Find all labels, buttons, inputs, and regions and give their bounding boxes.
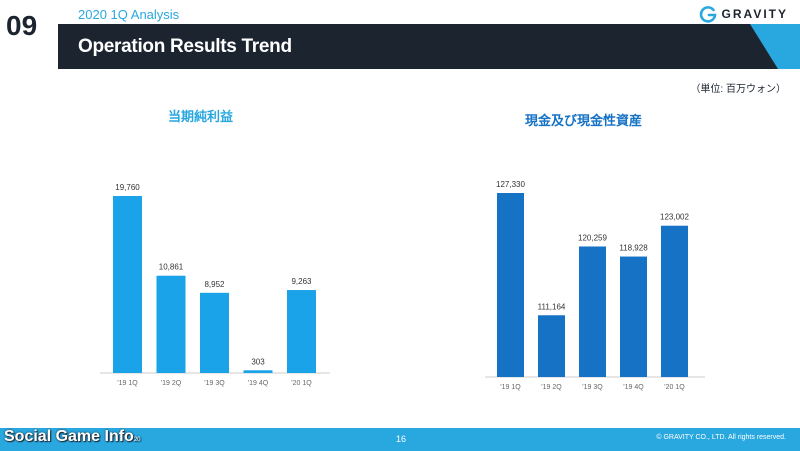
slide-subtitle: 2020 1Q Analysis: [78, 7, 180, 22]
tick-label: '19 1Q: [117, 380, 138, 387]
title-bar: [58, 24, 800, 69]
bar: [579, 246, 606, 377]
tick-label: '19 4Q: [248, 380, 269, 387]
bar: [287, 290, 316, 373]
bar: [200, 292, 229, 373]
data-label: 120,259: [578, 233, 607, 242]
unit-label: （単位: 百万ウォン）: [690, 84, 786, 95]
data-label: 123,002: [660, 213, 689, 222]
footer-page-number: 16: [396, 434, 407, 444]
logo-text: GRAVITY: [721, 7, 788, 21]
data-label: 19,760: [115, 183, 140, 192]
watermark-suffix: 20: [133, 437, 141, 443]
page-title: Operation Results Trend: [78, 36, 292, 57]
bar: [243, 370, 273, 373]
bar: [538, 315, 565, 377]
tick-label: '19 3Q: [582, 384, 603, 391]
chart-title-net-income: 当期純利益: [168, 109, 234, 124]
tick-label: '19 2Q: [541, 384, 562, 391]
gravity-logo: GRAVITY: [699, 3, 788, 25]
cash-chart: 127,330 '19 1Q 111,164 '19 2Q 120,259 '19 3Q 1…: [485, 180, 705, 391]
bar: [156, 275, 186, 373]
bar: [661, 225, 688, 377]
gravity-logo-icon: [699, 6, 716, 23]
bar: [620, 256, 647, 377]
data-label: 111,164: [538, 302, 566, 311]
page-number: 09: [6, 10, 38, 41]
tick-label: '19 3Q: [204, 380, 225, 387]
page-number-box: 09: [0, 0, 58, 70]
data-label: 8,952: [204, 280, 225, 289]
footer-bar: [0, 428, 800, 451]
data-label: 10,861: [159, 263, 184, 272]
tick-label: '19 2Q: [161, 380, 182, 387]
footer-copyright: © GRAVITY CO., LTD. All rights reserved.: [656, 434, 786, 441]
title-bar-accent: [750, 24, 800, 69]
data-label: 127,330: [496, 180, 525, 189]
data-label: 9,263: [291, 277, 312, 286]
bar: [497, 193, 524, 377]
data-label: 303: [251, 357, 265, 366]
tick-label: '20 1Q: [291, 380, 312, 387]
data-label: 118,928: [619, 244, 648, 253]
chart-title-cash: 現金及び現金性資産: [525, 113, 643, 128]
bar: [113, 196, 142, 373]
watermark: Social Game Info20: [4, 428, 141, 446]
tick-label: '20 1Q: [664, 384, 685, 391]
net-income-chart: 19,760 '19 1Q 10,861 '19 2Q 8,952 '19 3Q 303 '1…: [100, 183, 330, 387]
watermark-text: Social Game Info: [4, 428, 134, 445]
tick-label: '19 1Q: [500, 384, 521, 391]
tick-label: '19 4Q: [623, 384, 644, 391]
